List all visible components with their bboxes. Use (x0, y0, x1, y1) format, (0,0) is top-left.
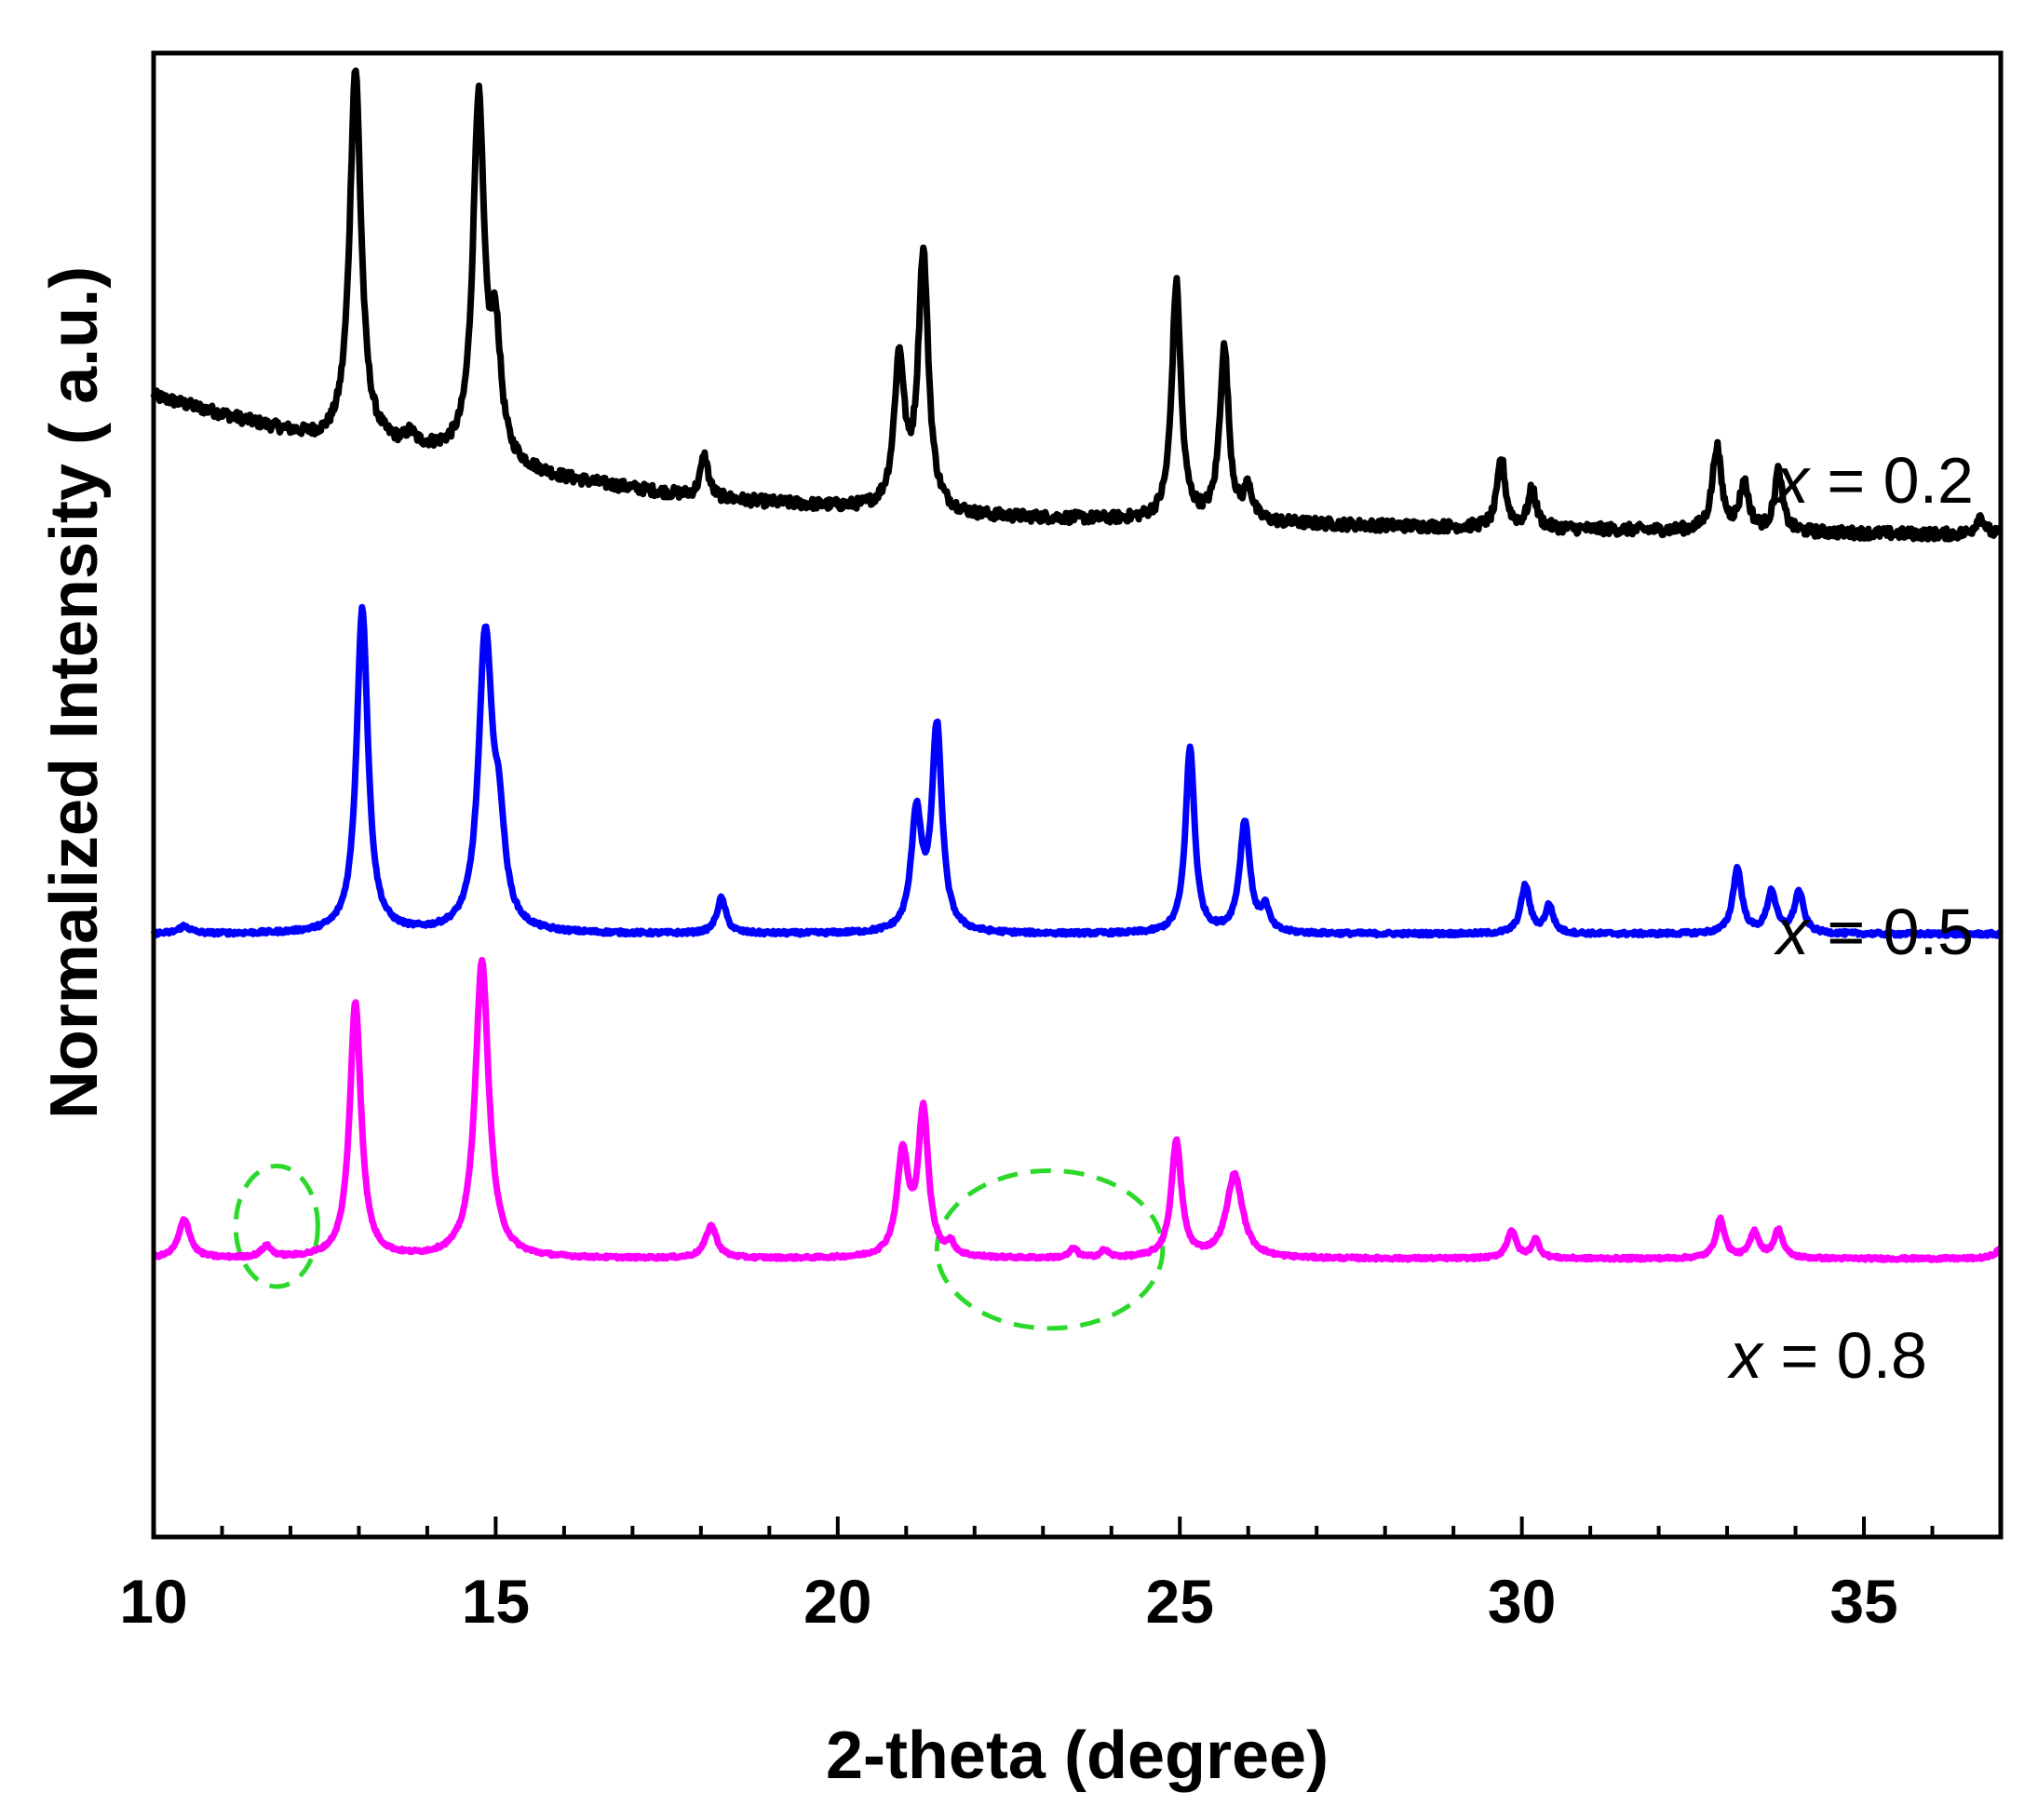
x-tick-label: 25 (1146, 1567, 1214, 1636)
x-tick-label: 20 (803, 1567, 871, 1636)
x-tick-label: 30 (1488, 1567, 1556, 1636)
series-layer (150, 67, 2004, 1263)
y-axis-title: Normalized Intensity ( a.u.) (37, 266, 112, 1119)
dashed-ellipse-annotation (233, 1164, 320, 1289)
series-line (151, 956, 2004, 1263)
series-labels: x = 0.2 x = 0.5 x = 0.8 (1727, 444, 1974, 1392)
series-label: x = 0.2 (1774, 444, 1974, 517)
x-ticks: 10 15 20 25 30 35 (119, 1517, 2003, 1636)
x-axis-title: 2-theta (degree) (826, 1719, 1329, 1793)
series-label: x = 0.5 (1774, 896, 1974, 968)
series-line (150, 67, 2004, 543)
x-tick-label: 35 (1829, 1567, 1897, 1636)
dashed-ellipse-annotation (934, 1167, 1166, 1331)
annotations-layer (233, 1164, 1166, 1331)
x-tick-label: 15 (462, 1567, 530, 1636)
series-label: x = 0.8 (1727, 1319, 1927, 1392)
plot-frame (151, 50, 2004, 1540)
series-line (150, 603, 2004, 939)
x-tick-label: 10 (119, 1567, 187, 1636)
